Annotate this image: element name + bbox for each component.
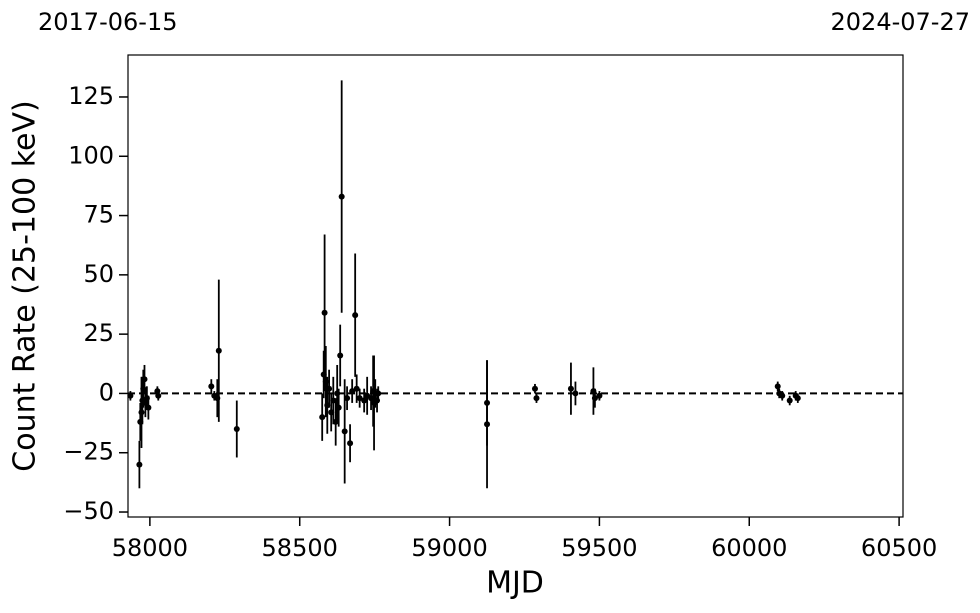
data-point xyxy=(794,395,801,402)
data-point xyxy=(208,383,215,390)
y-tick-label: 100 xyxy=(68,141,114,169)
data-point xyxy=(338,193,345,200)
x-tick-label: 59500 xyxy=(561,534,637,562)
end-date: 2024-07-27 xyxy=(831,8,970,36)
data-point xyxy=(531,385,538,392)
data-point xyxy=(145,404,152,411)
y-tick-label: −25 xyxy=(63,438,114,466)
data-point xyxy=(361,397,368,404)
data-point xyxy=(353,385,360,392)
data-point xyxy=(326,385,333,392)
data-point xyxy=(233,426,240,433)
x-tick-label: 58500 xyxy=(262,534,338,562)
x-tick-label: 59000 xyxy=(411,534,487,562)
data-point xyxy=(319,414,326,421)
data-point xyxy=(127,392,134,399)
data-point xyxy=(786,397,793,404)
data-point xyxy=(484,421,491,428)
start-date: 2017-06-15 xyxy=(38,8,177,36)
y-tick-label: 50 xyxy=(83,260,114,288)
data-point xyxy=(567,385,574,392)
y-tick-label: 0 xyxy=(99,378,114,406)
data-point xyxy=(375,390,382,397)
data-point xyxy=(347,440,354,447)
y-tick-label: −50 xyxy=(63,497,114,525)
data-point xyxy=(349,388,356,395)
y-tick-label: 125 xyxy=(68,82,114,110)
data-point xyxy=(779,392,786,399)
data-point xyxy=(374,397,381,404)
data-point xyxy=(774,383,781,390)
data-point xyxy=(344,395,351,402)
x-tick-label: 60000 xyxy=(711,534,787,562)
data-point xyxy=(215,347,222,354)
x-tick-label: 58000 xyxy=(112,534,188,562)
data-point xyxy=(356,395,363,402)
data-point xyxy=(596,392,603,399)
data-point xyxy=(341,428,348,435)
data-point xyxy=(533,395,540,402)
data-point xyxy=(335,404,342,411)
data-point xyxy=(141,376,148,383)
x-tick-label: 60500 xyxy=(861,534,937,562)
x-axis-label: MJD xyxy=(486,566,544,601)
data-point xyxy=(337,352,344,359)
data-point xyxy=(352,312,359,319)
data-point xyxy=(321,309,328,316)
data-point xyxy=(136,461,143,468)
y-tick-label: 75 xyxy=(83,201,114,229)
plot-frame xyxy=(127,54,904,518)
data-point xyxy=(155,392,162,399)
y-axis-label: Count Rate (25-100 keV) xyxy=(8,100,43,471)
data-point xyxy=(591,395,598,402)
data-point xyxy=(572,390,579,397)
y-tick-label: 25 xyxy=(83,319,114,347)
